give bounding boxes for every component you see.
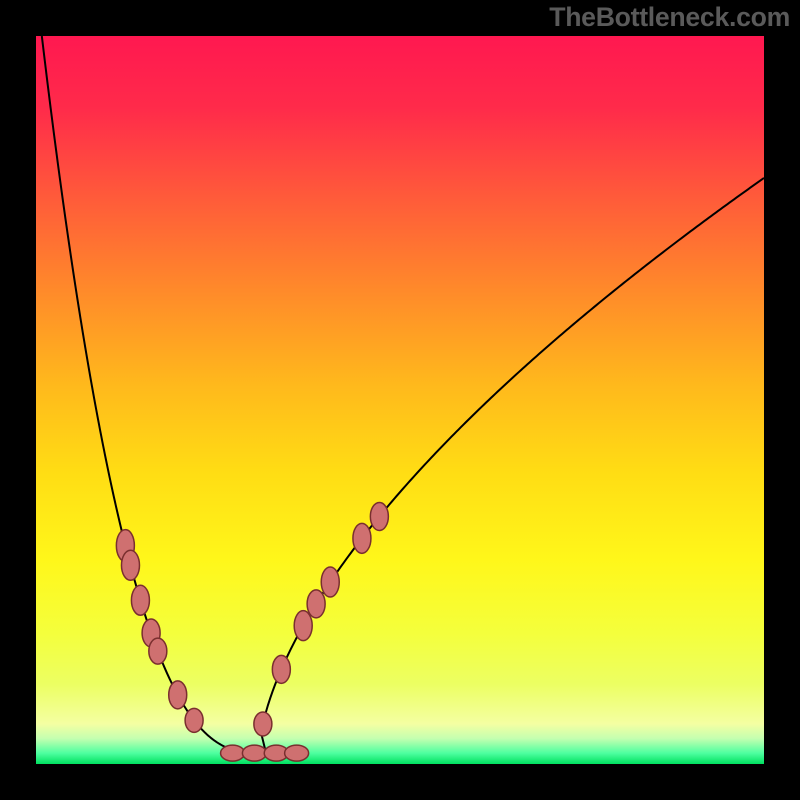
bead-marker	[321, 567, 339, 597]
bead-marker	[353, 523, 371, 553]
bead-marker	[185, 708, 203, 732]
watermark-text: TheBottleneck.com	[549, 2, 790, 33]
bead-marker	[121, 550, 139, 580]
bead-marker	[285, 745, 309, 761]
bead-marker	[131, 585, 149, 615]
bead-marker	[149, 638, 167, 664]
bead-marker	[169, 681, 187, 709]
bead-marker	[307, 590, 325, 618]
bead-marker	[294, 611, 312, 641]
bead-marker	[242, 745, 266, 761]
gradient-background	[36, 36, 764, 764]
bead-marker	[254, 712, 272, 736]
bottleneck-curve-chart	[36, 36, 764, 764]
bead-marker	[370, 502, 388, 530]
bead-marker	[272, 655, 290, 683]
bead-marker	[221, 745, 245, 761]
plot-area	[36, 36, 764, 764]
chart-frame: TheBottleneck.com	[0, 0, 800, 800]
